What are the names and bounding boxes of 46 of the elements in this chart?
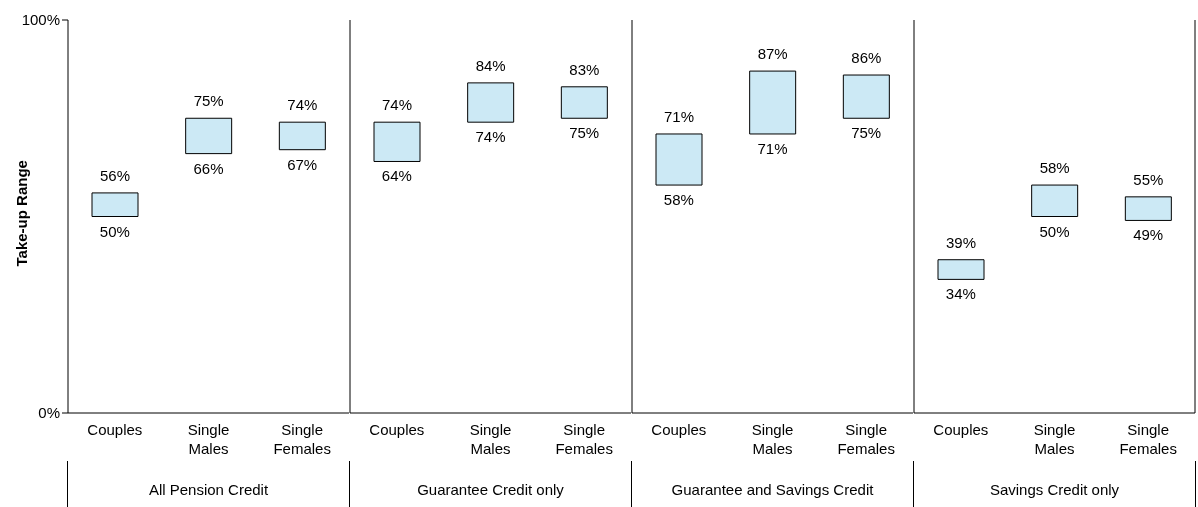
x-tick-label: Single Females — [1119, 421, 1177, 457]
x-tick-label: Single Males — [469, 421, 512, 457]
annotation: 50% — [99, 222, 130, 240]
x-tick-label: Couples — [369, 421, 425, 438]
data-label: 74% — [287, 96, 318, 114]
data-label: 71% — [663, 107, 695, 125]
x-tick-label: Single Females — [273, 421, 331, 457]
bar — [278, 121, 326, 151]
data-label: 58% — [1039, 159, 1070, 177]
x-axis-title: All Pension Credit — [148, 481, 269, 498]
bar — [185, 117, 233, 155]
annotation: 34% — [945, 285, 976, 303]
annotation: 75% — [851, 124, 882, 142]
annotation: 50% — [1039, 222, 1070, 240]
x-axis-title: Guarantee Credit only — [417, 481, 565, 498]
data-label: 39% — [945, 233, 977, 251]
data-label: 75% — [193, 92, 224, 110]
x-tick-label: Couples — [933, 421, 989, 438]
bar — [91, 192, 139, 217]
x-axis-title: Savings Credit only — [989, 481, 1120, 498]
data-label: 83% — [569, 60, 600, 78]
data-label: 74% — [381, 96, 413, 114]
data-label: 84% — [475, 56, 506, 74]
annotation: 64% — [381, 167, 412, 185]
annotation: 75% — [569, 124, 600, 142]
x-tick-label: Single Males — [187, 421, 230, 457]
annotation: 74% — [475, 128, 506, 146]
annotation: 49% — [1133, 226, 1164, 244]
y-tick-label: 100% — [21, 11, 60, 29]
y-axis-title: Take-up Range — [13, 160, 31, 267]
y-tick-label: 0% — [38, 404, 60, 422]
annotation: 58% — [663, 191, 694, 209]
x-tick-label: Single Females — [837, 421, 895, 457]
x-tick-label: Single Males — [1033, 421, 1076, 457]
x-axis-title: Guarantee and Savings Credit — [671, 481, 875, 498]
annotation: 66% — [193, 159, 224, 177]
data-label: 86% — [851, 49, 882, 67]
x-tick-label: Couples — [651, 421, 707, 438]
x-tick-label: Couples — [87, 421, 143, 438]
data-label: 55% — [1133, 170, 1164, 188]
x-tick-label: Single Females — [555, 421, 613, 457]
data-label: 56% — [99, 166, 131, 184]
annotation: 67% — [287, 155, 318, 173]
data-label: 87% — [757, 45, 788, 63]
x-tick-label: Single Males — [751, 421, 794, 457]
annotation: 71% — [757, 139, 788, 157]
